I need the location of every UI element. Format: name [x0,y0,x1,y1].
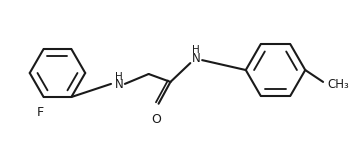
Text: H: H [192,45,200,55]
Text: H: H [115,72,123,82]
Text: F: F [37,106,44,119]
Text: N: N [115,78,123,91]
Text: N: N [192,52,201,65]
Text: CH₃: CH₃ [327,78,349,91]
Text: O: O [152,113,162,126]
